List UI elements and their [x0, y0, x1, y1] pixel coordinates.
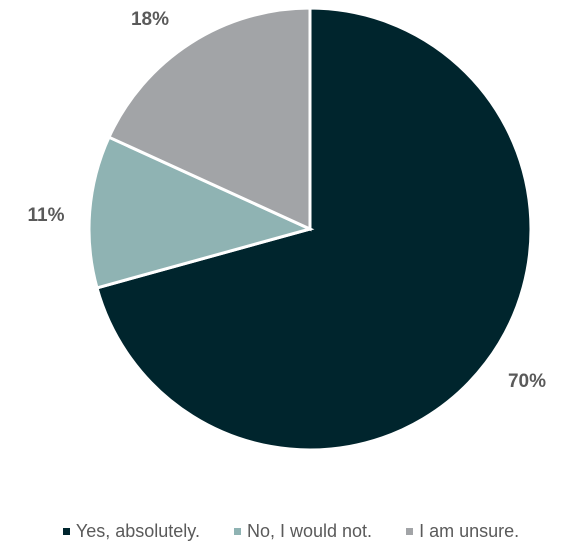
pie-slices — [87, 6, 533, 452]
pie-slice-no — [87, 135, 315, 290]
legend-item-no: No, I would not. — [233, 521, 373, 542]
legend-item-unsure: I am unsure. — [406, 521, 519, 542]
legend-item-yes: Yes, absolutely. — [62, 521, 200, 542]
legend-label-yes: Yes, absolutely. — [75, 521, 200, 541]
data-label-yes: 70% — [508, 371, 546, 392]
legend-label-unsure: I am unsure. — [419, 521, 520, 541]
pie-slice-unsure — [106, 6, 312, 232]
data-label-no: 11% — [28, 205, 65, 226]
legend-swatch-yes — [62, 528, 70, 535]
data-label-unsure: 18% — [131, 9, 169, 30]
legend-swatch-no — [233, 528, 241, 535]
legend-label-no: No, I would not. — [246, 521, 373, 541]
chart-legend: Yes, absolutely. No, I would not. I am u… — [0, 521, 582, 542]
pie-data-labels: 70% 11% 18% — [28, 9, 547, 392]
legend-swatch-unsure — [406, 528, 414, 535]
pie-slice-yes — [95, 6, 533, 452]
